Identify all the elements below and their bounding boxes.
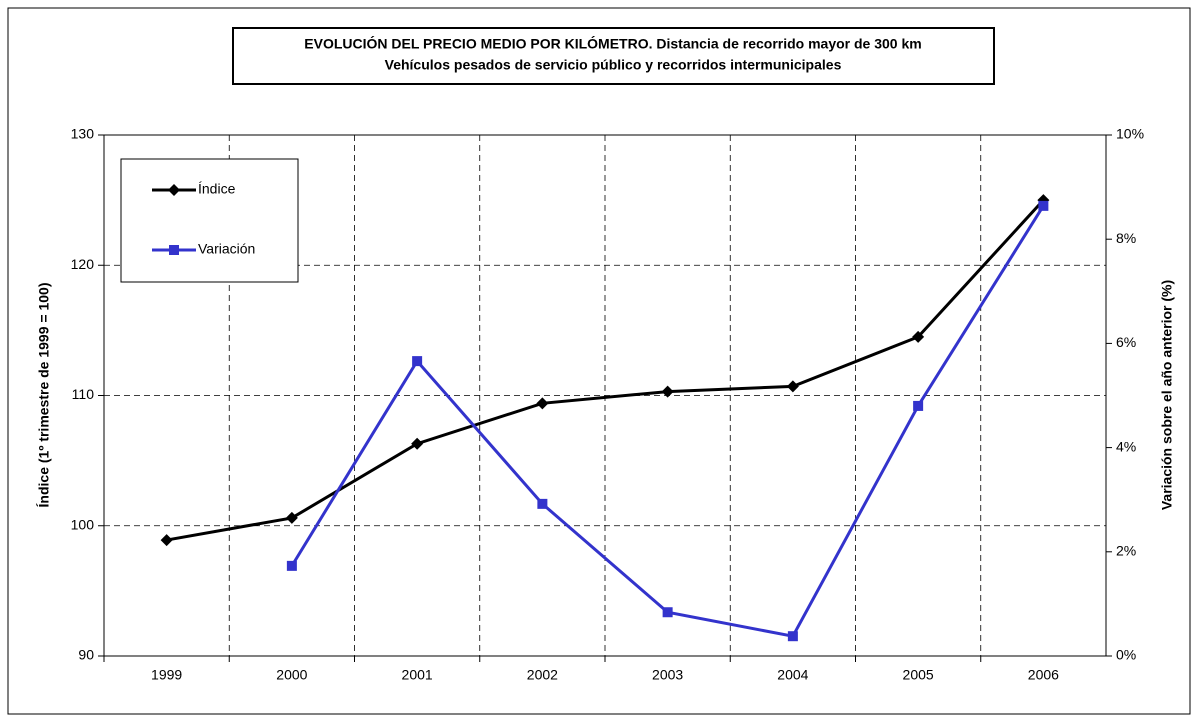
- x-tick-label: 2005: [903, 667, 934, 683]
- point: [160, 534, 173, 547]
- y-tick-label: 90: [78, 647, 94, 663]
- point: [661, 385, 674, 398]
- y-tick-label: 110: [72, 386, 95, 402]
- legend-label: Variación: [198, 241, 255, 257]
- x-tick-label: 2003: [652, 667, 683, 683]
- x-tick-label: 1999: [151, 667, 182, 683]
- y-tick-label: 120: [71, 256, 95, 272]
- point: [286, 560, 297, 571]
- point: [536, 397, 549, 410]
- y2-tick-label: 6%: [1116, 334, 1136, 350]
- y2-tick-label: 8%: [1116, 230, 1136, 246]
- point: [412, 356, 423, 367]
- point: [411, 437, 424, 450]
- point: [1038, 200, 1049, 211]
- point: [787, 631, 798, 642]
- x-tick-label: 2002: [527, 667, 558, 683]
- point: [537, 498, 548, 509]
- x-tick-label: 2000: [276, 667, 307, 683]
- legend-label: Índice: [198, 181, 236, 197]
- title-box: [232, 27, 995, 85]
- y2-tick-label: 10%: [1116, 126, 1144, 142]
- chart-subtitle: Vehículos pesados de servicio público y …: [385, 57, 842, 73]
- point: [169, 245, 179, 255]
- point: [786, 380, 799, 393]
- series-line: [290, 205, 1045, 638]
- y-tick-label: 130: [71, 126, 95, 142]
- chart-frame: [7, 7, 1191, 715]
- point: [662, 607, 673, 618]
- chart-title: EVOLUCIÓN DEL PRECIO MEDIO POR KILÓMETRO…: [304, 35, 921, 52]
- y2-tick-label: 4%: [1116, 438, 1136, 454]
- y-tick-label: 100: [71, 516, 95, 532]
- series-line: [166, 199, 1045, 542]
- y-axis-label: Índice (1º trimestre de 1999 = 100): [36, 283, 52, 508]
- x-tick-label: 2004: [777, 667, 808, 683]
- y2-tick-label: 2%: [1116, 543, 1136, 559]
- legend-box: [120, 158, 299, 283]
- x-tick-label: 2006: [1028, 667, 1059, 683]
- y2-tick-label: 0%: [1116, 647, 1136, 663]
- point: [168, 184, 180, 196]
- y2-axis-label: Variación sobre el año anterior (%): [1159, 280, 1175, 510]
- x-tick-label: 2001: [402, 667, 433, 683]
- point: [913, 400, 924, 411]
- point: [285, 511, 298, 524]
- point: [912, 330, 925, 343]
